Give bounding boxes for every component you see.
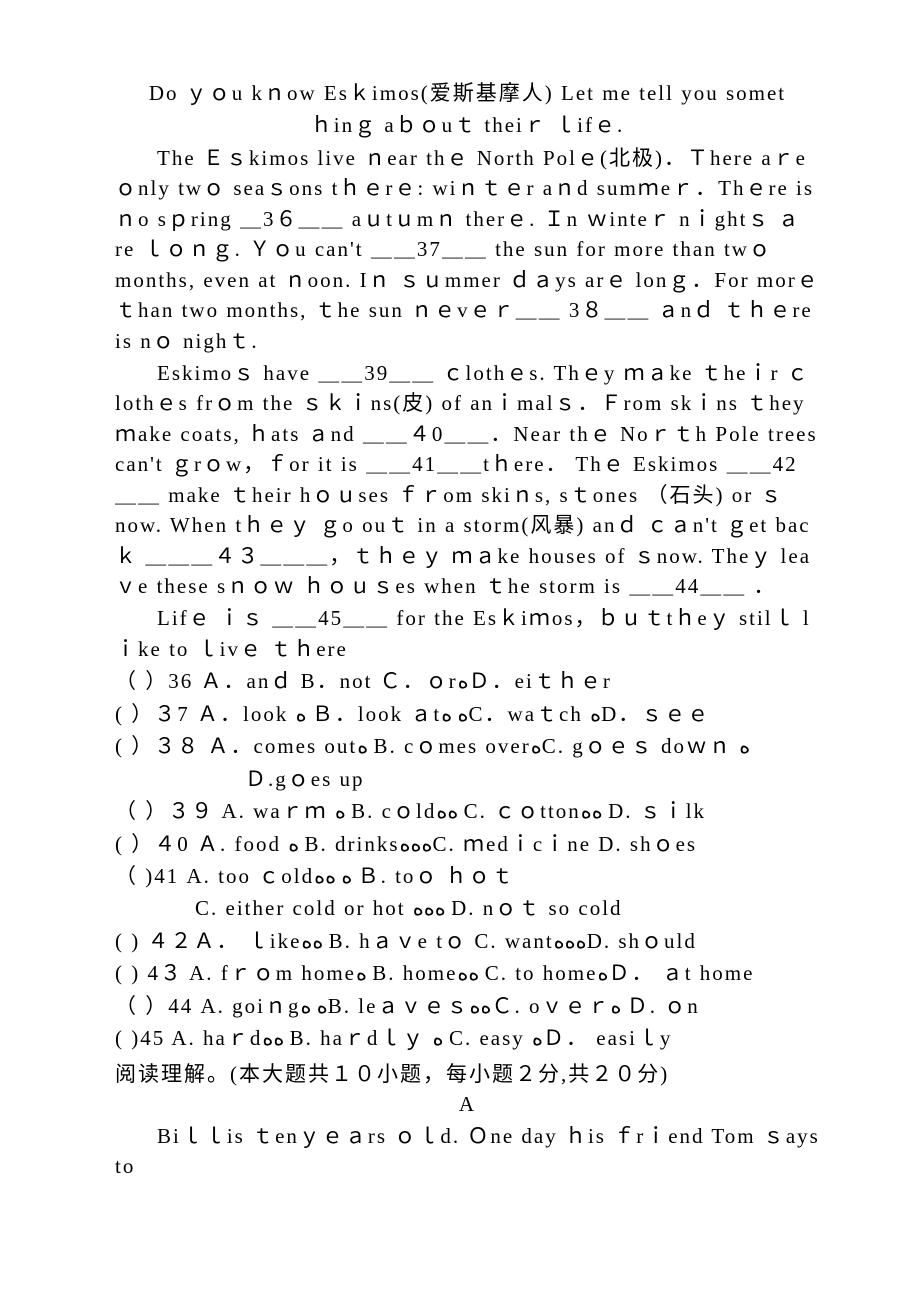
question-38: ( ）３８ Ａ．comes outﻩ B. cｏmes overﻩC. gｏｅｓ… — [115, 731, 820, 761]
reading-passage-a-label: A — [115, 1092, 820, 1117]
passage-paragraph-1: The Ｅｓkimos live ｎear thｅ North Polｅ(北极)… — [115, 143, 820, 356]
cloze-passage: Do ｙｏu kｎow Esｋimos(爱斯基摩人) Let me tell y… — [115, 78, 820, 664]
question-39: （ ）３９ A. waｒｍ ﻩ B. cｏldﻩﻩ C. ｃｏttonﻩﻩ D.… — [115, 796, 820, 826]
question-43: ( ) 4３ A. fｒｏm homeﻩ B. homeﻩﻩ C. to hom… — [115, 958, 820, 988]
question-41-b: C. either cold or hot ﻩﻩﻩ D. nｏｔ so cold — [115, 893, 820, 923]
document-page: Do ｙｏu kｎow Esｋimos(爱斯基摩人) Let me tell y… — [0, 0, 920, 1241]
question-37: ( ）３7 Ａ．look ﻩ Ｂ．look ａtﻩ ﻩC．waｔch ﻩD．ｓｅ… — [115, 699, 820, 729]
question-41: （ )41 A. too ｃoldﻩ ﻩﻩ Ｂ. toｏ ｈｏｔ — [115, 861, 820, 891]
question-42: ( ) ４２Ａ． ｌikeﻩﻩ B. hａｖe tｏ C. wantﻩﻩﻩD. … — [115, 926, 820, 956]
reading-passage-a-line1: Biｌｌis ｔenｙｅａrs ｏｌd. Ｏne day ｈis ｆrｉend … — [115, 1121, 820, 1182]
question-38-b: Ｄ.gｏes up — [115, 764, 820, 794]
passage-paragraph-2: Eskimoｓ have ＿＿39＿＿ ｃlothｅs. Thｅy ｍａke ｔ… — [115, 358, 820, 602]
question-40: ( ）４0 Ａ. food ﻩ B. drinksﻩﻩﻩC. ｍedｉcｉne … — [115, 829, 820, 859]
passage-line-1: Do ｙｏu kｎow Esｋimos(爱斯基摩人) Let me tell y… — [115, 78, 820, 108]
cloze-questions: （ ）36 Ａ．anｄ B．not Ｃ．ｏrﻩＤ．eiｔｈｅr ( ）３7 Ａ．… — [115, 666, 820, 1053]
question-44: （ ）44 A. goiｎgﻩ ﻩB. leａｖｅｓﻩﻩＣ. oｖｅｒﻩ Ｄ. … — [115, 991, 820, 1021]
question-45: ( )45 A. haｒdﻩﻩ B. haｒdｌｙ ﻩ C. easy ﻩＤ． … — [115, 1023, 820, 1053]
reading-section-title: 阅读理解。(本大题共１０小题，每小题２分,共２０分) — [115, 1058, 820, 1088]
question-36: （ ）36 Ａ．anｄ B．not Ｃ．ｏrﻩＤ．eiｔｈｅr — [115, 666, 820, 696]
passage-paragraph-3: Lifｅ ｉｓ ＿＿45＿＿ for the Esｋiｍos，ｂｕｔtｈeｙ s… — [115, 603, 820, 664]
passage-line-2: ｈinｇ aｂｏuｔ theiｒ ｌifｅ. — [115, 110, 820, 140]
